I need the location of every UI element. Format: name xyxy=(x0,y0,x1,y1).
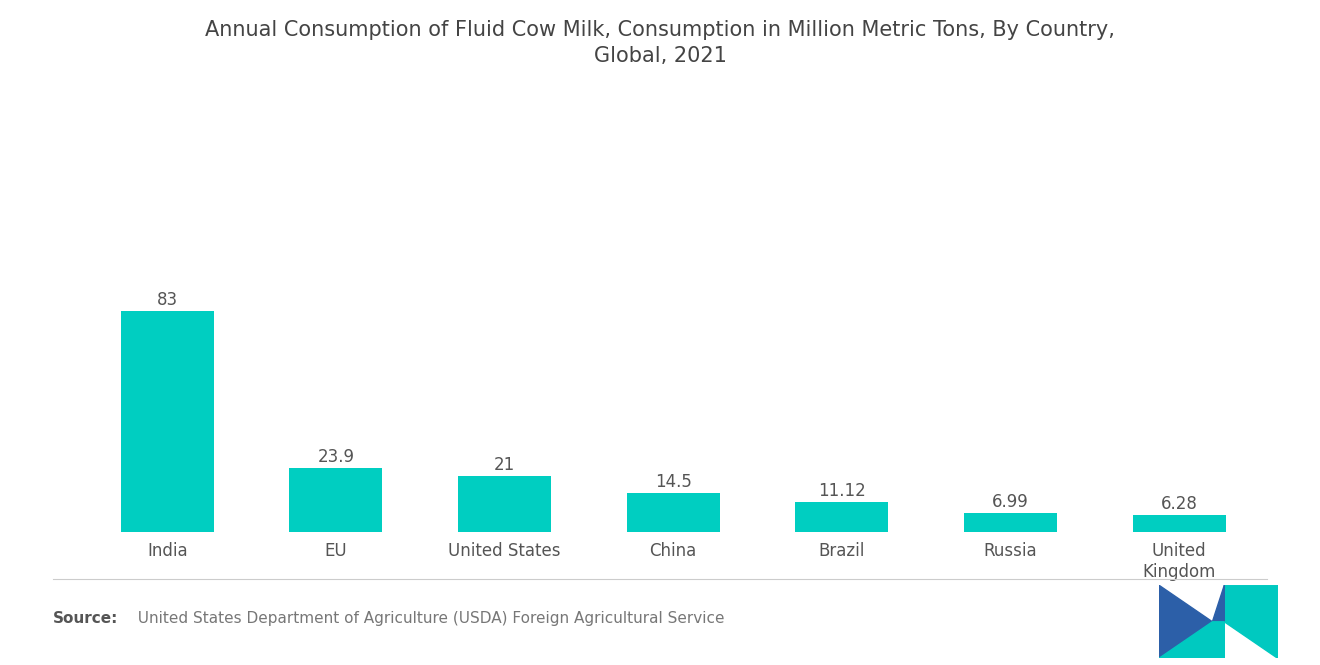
Polygon shape xyxy=(1159,585,1213,658)
Bar xyxy=(627,493,719,532)
Bar xyxy=(458,476,550,532)
Text: 6.99: 6.99 xyxy=(993,493,1028,511)
Polygon shape xyxy=(1159,622,1225,658)
Bar xyxy=(289,468,383,532)
Text: 11.12: 11.12 xyxy=(818,482,866,500)
Text: 14.5: 14.5 xyxy=(655,473,692,491)
Bar xyxy=(121,311,214,532)
Text: 6.28: 6.28 xyxy=(1160,495,1197,513)
Text: 23.9: 23.9 xyxy=(317,448,354,466)
Bar xyxy=(1133,515,1225,532)
Polygon shape xyxy=(1225,585,1278,658)
Text: Source:: Source: xyxy=(53,611,119,626)
Bar xyxy=(796,503,888,532)
Polygon shape xyxy=(1213,585,1225,622)
Bar xyxy=(964,513,1057,532)
Text: Annual Consumption of Fluid Cow Milk, Consumption in Million Metric Tons, By Cou: Annual Consumption of Fluid Cow Milk, Co… xyxy=(205,20,1115,66)
Text: United States Department of Agriculture (USDA) Foreign Agricultural Service: United States Department of Agriculture … xyxy=(128,611,725,626)
Text: 83: 83 xyxy=(157,291,178,309)
Text: 21: 21 xyxy=(494,456,515,474)
